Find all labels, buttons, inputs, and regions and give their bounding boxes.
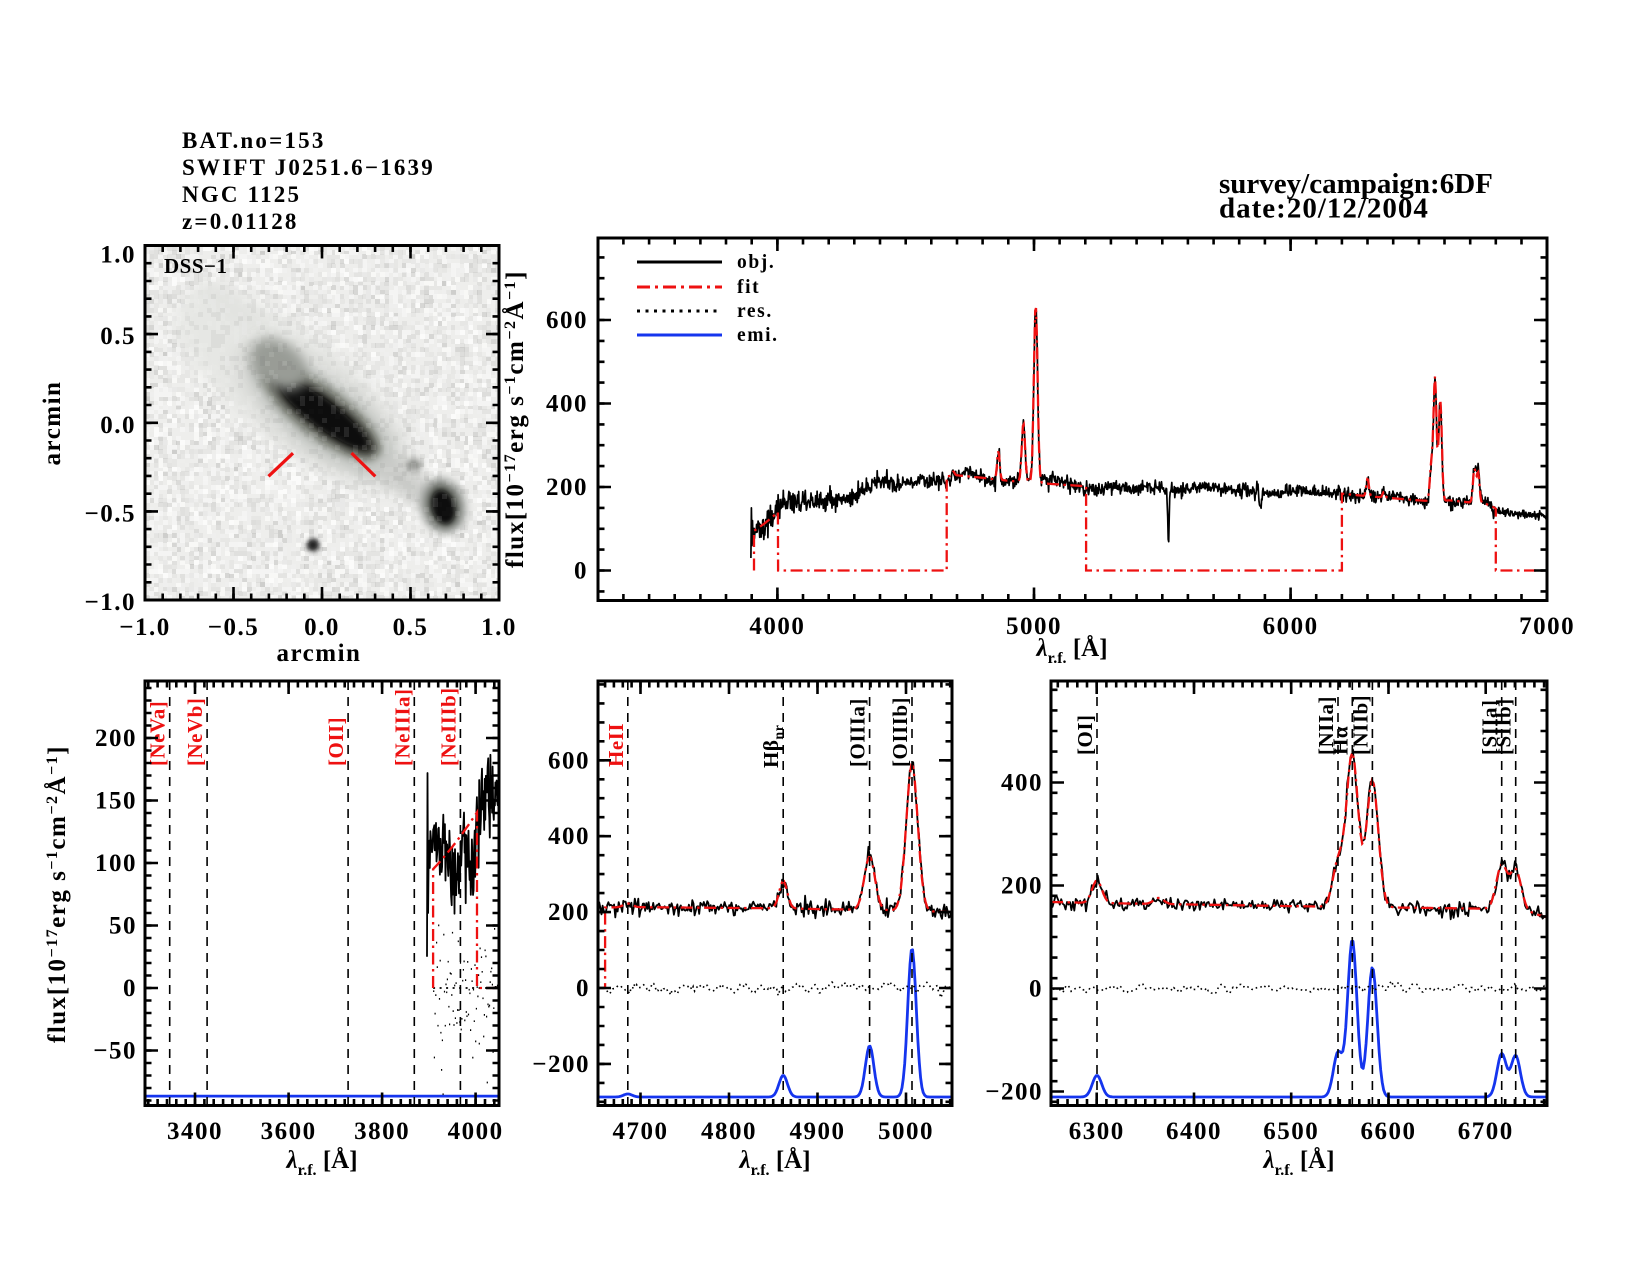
svg-text:obj.: obj. bbox=[737, 252, 775, 273]
svg-text:600: 600 bbox=[548, 747, 590, 774]
svg-text:λr.f. [Å]: λr.f. [Å] bbox=[738, 1146, 810, 1179]
svg-text:[OII]: [OII] bbox=[324, 717, 348, 766]
svg-text:SWIFT J0251.6−1639: SWIFT J0251.6−1639 bbox=[182, 155, 435, 180]
svg-text:[NeVa]: [NeVa] bbox=[146, 701, 170, 766]
svg-text:[OIIIb]: [OIIIb] bbox=[888, 697, 912, 767]
svg-text:[OIIIa]: [OIIIa] bbox=[846, 698, 870, 767]
svg-text:4700: 4700 bbox=[612, 1118, 668, 1145]
svg-text:6300: 6300 bbox=[1069, 1118, 1125, 1145]
svg-text:Hα: Hα bbox=[1328, 726, 1352, 755]
svg-text:flux[10−17erg s−1cm−2Å−1]: flux[10−17erg s−1cm−2Å−1] bbox=[501, 270, 529, 568]
svg-text:6600: 6600 bbox=[1360, 1118, 1416, 1145]
svg-text:200: 200 bbox=[95, 725, 137, 752]
svg-text:6400: 6400 bbox=[1166, 1118, 1222, 1145]
svg-text:400: 400 bbox=[1001, 770, 1043, 797]
svg-text:[NeIIIa]: [NeIIIa] bbox=[390, 689, 414, 767]
svg-text:survey/campaign:6DF: survey/campaign:6DF bbox=[1219, 168, 1493, 200]
svg-text:−200: −200 bbox=[985, 1079, 1043, 1106]
svg-text:−0.5: −0.5 bbox=[85, 500, 137, 527]
svg-text:λr.f. [Å]: λr.f. [Å] bbox=[285, 1146, 357, 1179]
svg-text:400: 400 bbox=[546, 391, 588, 418]
svg-text:BAT.no=153: BAT.no=153 bbox=[182, 128, 326, 153]
svg-text:1.0: 1.0 bbox=[481, 614, 517, 641]
svg-text:date:20/12/2004: date:20/12/2004 bbox=[1219, 193, 1429, 225]
svg-text:−1.0: −1.0 bbox=[85, 589, 137, 616]
svg-text:3800: 3800 bbox=[354, 1118, 410, 1145]
svg-text:λr.f. [Å]: λr.f. [Å] bbox=[1262, 1146, 1334, 1179]
svg-text:3400: 3400 bbox=[167, 1118, 223, 1145]
svg-text:0.5: 0.5 bbox=[393, 614, 429, 641]
svg-text:[SIIb]: [SIIb] bbox=[1492, 698, 1516, 755]
svg-text:4800: 4800 bbox=[701, 1118, 757, 1145]
svg-text:0: 0 bbox=[574, 558, 588, 585]
svg-text:4000: 4000 bbox=[749, 613, 805, 640]
svg-text:NGC 1125: NGC 1125 bbox=[182, 182, 301, 207]
svg-text:5000: 5000 bbox=[1006, 613, 1062, 640]
svg-text:200: 200 bbox=[1001, 873, 1043, 900]
svg-text:50: 50 bbox=[109, 913, 137, 940]
svg-text:−200: −200 bbox=[532, 1051, 590, 1078]
svg-text:6000: 6000 bbox=[1263, 613, 1319, 640]
svg-text:1.0: 1.0 bbox=[100, 242, 136, 269]
svg-text:[SIIa]: [SIIa] bbox=[1478, 699, 1502, 755]
svg-text:150: 150 bbox=[95, 788, 137, 815]
svg-text:fit: fit bbox=[737, 277, 760, 298]
svg-text:0.5: 0.5 bbox=[100, 323, 136, 350]
svg-text:200: 200 bbox=[546, 474, 588, 501]
svg-text:[NeIIIb]: [NeIIIb] bbox=[436, 687, 460, 766]
svg-text:0: 0 bbox=[576, 975, 590, 1002]
svg-text:arcmin: arcmin bbox=[277, 640, 362, 667]
svg-text:[OI]: [OI] bbox=[1073, 715, 1097, 756]
svg-text:[NIIa]: [NIIa] bbox=[1314, 696, 1338, 755]
svg-text:z=0.01128: z=0.01128 bbox=[182, 209, 299, 234]
svg-text:100: 100 bbox=[95, 850, 137, 877]
svg-text:6700: 6700 bbox=[1458, 1118, 1514, 1145]
svg-text:0.0: 0.0 bbox=[100, 412, 136, 439]
svg-text:5000: 5000 bbox=[878, 1118, 934, 1145]
svg-text:−50: −50 bbox=[93, 1038, 137, 1065]
svg-text:7000: 7000 bbox=[1519, 613, 1575, 640]
svg-text:0.0: 0.0 bbox=[304, 614, 340, 641]
svg-text:[NeVb]: [NeVb] bbox=[183, 698, 207, 766]
svg-text:λr.f. [Å]: λr.f. [Å] bbox=[1035, 634, 1107, 667]
svg-text:0: 0 bbox=[123, 975, 137, 1002]
svg-text:[NIIb]: [NIIb] bbox=[1348, 695, 1372, 755]
svg-text:200: 200 bbox=[548, 899, 590, 926]
svg-text:res.: res. bbox=[737, 301, 773, 322]
svg-text:4000: 4000 bbox=[448, 1118, 504, 1145]
svg-text:6500: 6500 bbox=[1263, 1118, 1319, 1145]
svg-text:flux[10−17erg s−1cm−2Å−1]: flux[10−17erg s−1cm−2Å−1] bbox=[43, 745, 71, 1043]
svg-text:DSS−1: DSS−1 bbox=[164, 254, 228, 278]
svg-text:3600: 3600 bbox=[261, 1118, 317, 1145]
svg-text:−1.0: −1.0 bbox=[119, 614, 171, 641]
svg-text:0: 0 bbox=[1029, 976, 1043, 1003]
svg-text:400: 400 bbox=[548, 823, 590, 850]
svg-text:arcmin: arcmin bbox=[39, 381, 66, 466]
svg-text:4900: 4900 bbox=[789, 1118, 845, 1145]
svg-text:emi.: emi. bbox=[737, 325, 779, 346]
svg-text:600: 600 bbox=[546, 307, 588, 334]
svg-text:−0.5: −0.5 bbox=[208, 614, 260, 641]
